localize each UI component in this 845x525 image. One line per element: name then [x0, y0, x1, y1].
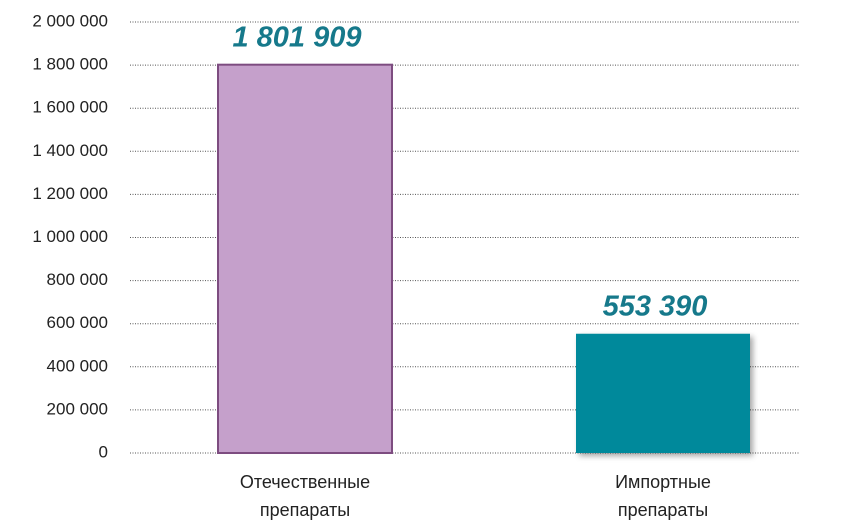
- value-label: 1 801 909: [232, 22, 361, 54]
- y-tick-label: 800 000: [47, 270, 108, 289]
- y-tick-label: 1 800 000: [32, 55, 108, 74]
- y-tick-label: 2 000 000: [32, 11, 108, 30]
- y-tick-label: 600 000: [47, 313, 108, 332]
- x-tick-label: Отечественные препараты: [239, 472, 371, 520]
- y-tick-label: 1 000 000: [32, 227, 108, 246]
- y-tick-label: 0: [99, 442, 108, 461]
- y-tick-label: 1 600 000: [32, 98, 108, 117]
- y-tick-label: 200 000: [47, 399, 108, 418]
- bar: [217, 63, 393, 455]
- value-label: 553 390: [603, 291, 708, 323]
- bar: [576, 333, 750, 453]
- x-tick-label: Импортные препараты: [615, 472, 711, 520]
- y-tick-label: 1 200 000: [32, 184, 108, 203]
- y-tick-label: 1 400 000: [32, 141, 108, 160]
- y-tick-label: 400 000: [47, 356, 108, 375]
